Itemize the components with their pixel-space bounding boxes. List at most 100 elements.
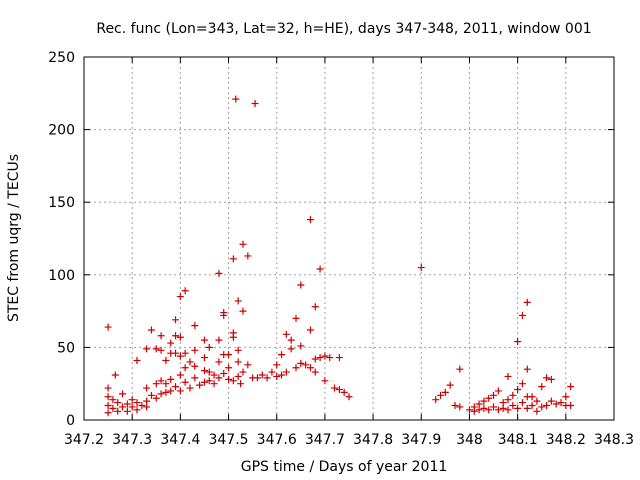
data-point bbox=[176, 387, 184, 395]
data-point bbox=[451, 401, 459, 409]
plot-frame bbox=[83, 56, 615, 421]
data-point bbox=[490, 403, 498, 411]
data-point bbox=[552, 400, 560, 408]
data-point bbox=[533, 407, 541, 415]
data-point bbox=[181, 378, 189, 386]
data-point bbox=[465, 406, 473, 414]
data-point bbox=[311, 355, 319, 363]
data-point bbox=[215, 374, 223, 382]
x-tick-label: 347.7 bbox=[305, 432, 345, 448]
data-point bbox=[504, 396, 512, 404]
data-point bbox=[456, 365, 464, 373]
data-point bbox=[147, 391, 155, 399]
data-point bbox=[181, 349, 189, 357]
data-point bbox=[162, 388, 170, 396]
data-point bbox=[215, 269, 223, 277]
data-point bbox=[567, 383, 575, 391]
data-point bbox=[273, 361, 281, 369]
data-point bbox=[437, 391, 445, 399]
y-tick-label: 250 bbox=[48, 50, 75, 66]
data-point bbox=[104, 401, 112, 409]
data-point bbox=[123, 400, 131, 408]
data-point bbox=[104, 409, 112, 417]
data-point bbox=[523, 365, 531, 373]
data-point bbox=[200, 378, 208, 386]
data-point bbox=[143, 403, 151, 411]
y-tick-label: 0 bbox=[66, 413, 75, 429]
data-point bbox=[518, 311, 526, 319]
data-point bbox=[143, 345, 151, 353]
data-point bbox=[273, 372, 281, 380]
data-point bbox=[152, 394, 160, 402]
x-tick-label: 347.2 bbox=[64, 432, 104, 448]
data-point bbox=[567, 401, 575, 409]
data-point bbox=[297, 342, 305, 350]
data-point bbox=[114, 407, 122, 415]
data-point bbox=[239, 240, 247, 248]
x-tick-label: 348.3 bbox=[594, 432, 634, 448]
data-point bbox=[205, 368, 213, 376]
data-point bbox=[210, 380, 218, 388]
y-tick-label: 200 bbox=[48, 123, 75, 139]
data-point bbox=[335, 354, 343, 362]
data-point bbox=[282, 368, 290, 376]
data-point bbox=[258, 371, 266, 379]
data-point bbox=[263, 374, 271, 382]
data-point bbox=[167, 339, 175, 347]
data-point bbox=[321, 377, 329, 385]
data-point bbox=[432, 396, 440, 404]
data-point bbox=[157, 377, 165, 385]
data-point bbox=[446, 381, 454, 389]
data-point bbox=[176, 333, 184, 341]
data-point bbox=[538, 403, 546, 411]
data-point bbox=[176, 352, 184, 360]
data-point bbox=[504, 372, 512, 380]
data-point bbox=[172, 316, 180, 324]
data-point bbox=[251, 99, 259, 107]
x-tick-label: 348.2 bbox=[546, 432, 586, 448]
data-point bbox=[123, 407, 131, 415]
data-point bbox=[244, 252, 252, 260]
data-points bbox=[104, 95, 575, 417]
data-point bbox=[128, 403, 136, 411]
data-point bbox=[470, 407, 478, 415]
data-point bbox=[475, 406, 483, 414]
data-point bbox=[176, 293, 184, 301]
data-point bbox=[191, 362, 199, 370]
data-point bbox=[157, 390, 165, 398]
grid bbox=[84, 57, 614, 420]
data-point bbox=[485, 406, 493, 414]
data-point bbox=[518, 399, 526, 407]
data-point bbox=[321, 352, 329, 360]
data-point bbox=[200, 367, 208, 375]
data-point bbox=[562, 393, 570, 401]
data-point bbox=[200, 354, 208, 362]
data-point bbox=[119, 403, 127, 411]
data-point bbox=[311, 303, 319, 311]
x-axis-label: GPS time / Days of year 2011 bbox=[241, 459, 448, 475]
data-point bbox=[490, 391, 498, 399]
data-point bbox=[157, 332, 165, 340]
data-point bbox=[557, 399, 565, 407]
data-point bbox=[167, 375, 175, 383]
data-point bbox=[234, 358, 242, 366]
data-point bbox=[316, 265, 324, 273]
data-point bbox=[104, 384, 112, 392]
y-axis-label: STEC from uqrg / TECUs bbox=[6, 154, 22, 322]
data-point bbox=[268, 368, 276, 376]
data-point bbox=[196, 381, 204, 389]
data-point bbox=[287, 345, 295, 353]
data-point bbox=[119, 390, 127, 398]
data-point bbox=[152, 380, 160, 388]
data-point bbox=[302, 361, 310, 369]
data-point bbox=[239, 307, 247, 315]
data-point bbox=[234, 372, 242, 380]
data-point bbox=[485, 394, 493, 402]
data-point bbox=[311, 368, 319, 376]
data-point bbox=[297, 281, 305, 289]
data-point bbox=[239, 368, 247, 376]
data-point bbox=[205, 343, 213, 351]
data-point bbox=[417, 264, 425, 272]
data-point bbox=[109, 396, 117, 404]
